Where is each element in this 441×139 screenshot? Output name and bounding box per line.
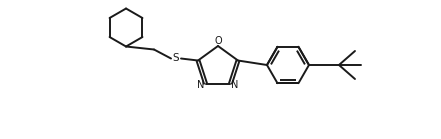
- Text: S: S: [173, 53, 179, 63]
- Text: N: N: [231, 80, 239, 90]
- Text: N: N: [198, 80, 205, 90]
- Text: O: O: [214, 35, 222, 45]
